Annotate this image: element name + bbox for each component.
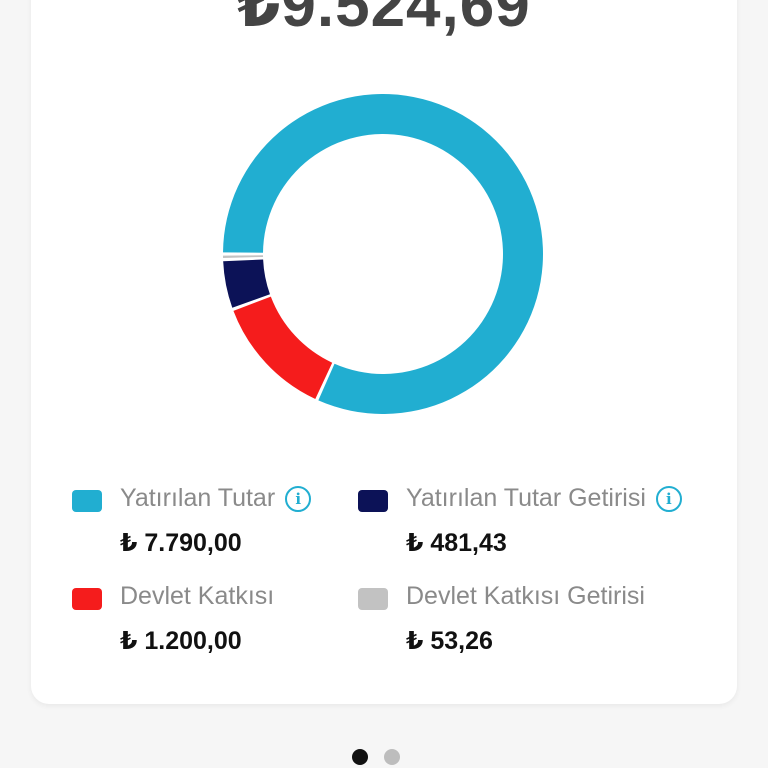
page-indicator[interactable] [352, 749, 400, 765]
legend-value: ₺ 53,26 [406, 627, 493, 655]
page-dot-2[interactable] [384, 749, 400, 765]
donut-segment-4 [223, 255, 264, 258]
info-icon[interactable]: i [285, 485, 312, 512]
legend-label: Yatırılan Tutar Getirisi [406, 484, 646, 512]
donut-chart [223, 94, 544, 414]
legend-value: ₺ 481,43 [406, 529, 507, 557]
legend-swatch [72, 588, 102, 610]
donut-segment-2 [233, 296, 333, 399]
page-dot-1[interactable] [352, 749, 368, 765]
legend-label: Devlet Katkısı Getirisi [406, 582, 645, 610]
info-icon[interactable]: i [655, 485, 682, 512]
legend-value: ₺ 7.790,00 [120, 529, 242, 557]
legend-label: Yatırılan Tutar [120, 484, 276, 512]
legend-label: Devlet Katkısı [120, 582, 275, 610]
legend-swatch [358, 490, 388, 512]
legend-value: ₺ 1.200,00 [120, 627, 242, 655]
total-amount: ₺9.524,69 [237, 0, 531, 40]
legend-swatch [358, 588, 388, 610]
donut-segment-3 [223, 259, 270, 308]
legend-swatch [72, 490, 102, 512]
